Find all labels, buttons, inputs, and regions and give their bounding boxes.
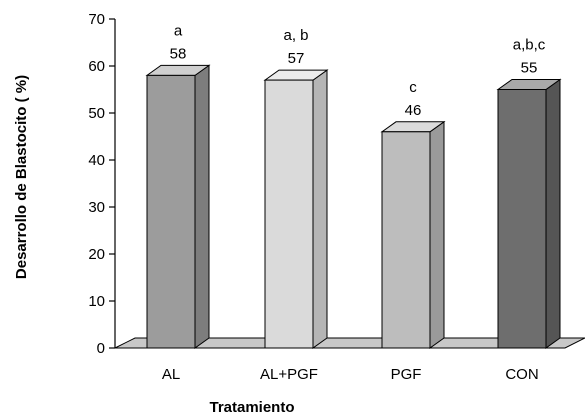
bar-side-face [429, 120, 445, 349]
bar-front-face [497, 89, 547, 349]
significance-label: a [174, 22, 183, 39]
labels-layer: 58 a AL 57 a, b AL+PGF 46 c PGF 55 a,b,c CON [162, 22, 546, 383]
x-tick-label: PGF [391, 366, 422, 383]
data-label: 57 [288, 50, 305, 67]
bar-al [145, 64, 211, 349]
bar-side-face [312, 69, 328, 349]
y-tick-label: 20 [88, 246, 105, 263]
y-axis-title: Desarrollo de Blastocito ( %) [13, 75, 30, 279]
y-tick-label: 0 [97, 340, 105, 357]
bar-front-face [264, 79, 314, 349]
y-tick-label: 40 [88, 152, 105, 169]
bar-front-face [146, 74, 196, 349]
y-axis: 0 10 20 30 40 50 60 70 [88, 11, 116, 357]
x-tick-label: AL+PGF [260, 366, 318, 383]
significance-label: c [409, 79, 417, 96]
bar-con [496, 78, 562, 349]
bar-al-pgf [263, 69, 329, 349]
bar-front-face [381, 131, 431, 349]
bar-side-face [545, 78, 561, 349]
significance-label: a, b [283, 27, 308, 44]
significance-label: a,b,c [513, 37, 546, 54]
data-label: 58 [170, 45, 187, 62]
y-tick-label: 60 [88, 58, 105, 75]
bars-layer [145, 64, 562, 349]
data-label: 55 [521, 60, 538, 77]
bar-side-face [194, 64, 210, 349]
data-label: 46 [405, 102, 422, 119]
y-tick-label: 50 [88, 105, 105, 122]
x-tick-label: CON [505, 366, 538, 383]
x-tick-label: AL [162, 366, 180, 383]
y-tick-label: 30 [88, 199, 105, 216]
bar-pgf [380, 120, 446, 349]
y-tick-label: 10 [88, 293, 105, 310]
y-tick-label: 70 [88, 11, 105, 28]
x-axis-title: Tratamiento [209, 399, 294, 416]
